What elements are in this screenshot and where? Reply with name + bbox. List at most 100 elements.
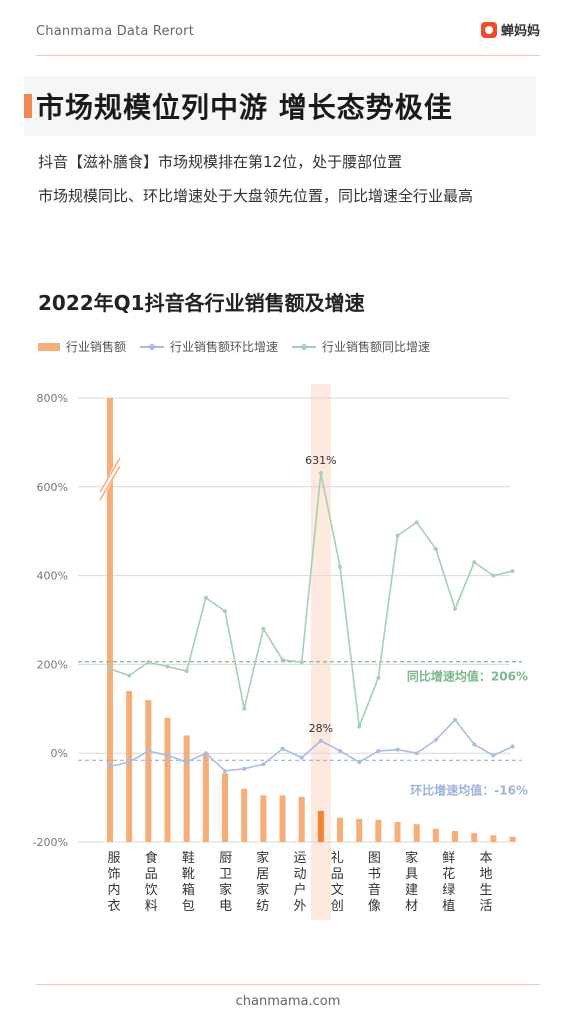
mom-series-point (127, 760, 132, 765)
x-tick-label: 靴 (182, 867, 195, 882)
yoy-series-point (280, 657, 285, 662)
brand-name: 蝉妈妈 (500, 24, 540, 39)
axis-break-mark (99, 457, 121, 493)
bar (126, 691, 133, 842)
x-tick-label: 文 (331, 883, 344, 898)
yoy-series-point (395, 533, 400, 538)
mom-series-point (491, 753, 496, 758)
mom-series-point (223, 768, 228, 773)
x-tick-label: 活 (479, 899, 492, 914)
yoy-series-point (261, 626, 266, 631)
yoy-series-point (491, 573, 496, 578)
legend-line-swatch-yoy (292, 342, 317, 352)
x-tick-label: 居 (256, 867, 269, 882)
x-tick-label: 建 (405, 883, 418, 898)
x-tick-label: 创 (331, 899, 344, 914)
brand-logo: 蝉妈妈 (480, 20, 540, 39)
mom-series-point (318, 738, 323, 743)
headline-background (24, 76, 536, 136)
bar (509, 836, 516, 842)
bar (356, 818, 363, 842)
footer-url: chanmama.com (235, 994, 341, 1009)
bar (394, 822, 401, 842)
x-tick-label: 厨 (219, 851, 232, 866)
yoy-series-point (453, 606, 458, 611)
chart-title: 2022年Q1抖音各行业销售额及增速 (38, 291, 365, 315)
x-tick-label: 书 (368, 867, 381, 882)
bar (145, 699, 152, 842)
headline-accent-bar (24, 94, 32, 118)
legend-label-sales: 行业销售额 (66, 340, 127, 354)
x-tick-label: 家 (256, 850, 269, 866)
x-tick-label: 鲜 (442, 851, 455, 866)
description-line-1: 抖音【滋补膳食】市场规模排在第12位，处于腰部位置 (38, 153, 403, 171)
x-tick-label: 户 (293, 882, 306, 898)
x-tick-label: 卫 (219, 867, 232, 882)
legend-item-yoy: 行业销售额同比增速 (292, 338, 430, 355)
footer-divider (36, 984, 540, 985)
sales-growth-chart: 800% 600% 400% 200% 0% -200% 631% 28% 同比增速均值：206… (33, 384, 528, 920)
yoy-series-point (242, 706, 247, 711)
mom-series-point (203, 751, 208, 756)
yoy-series-point (338, 564, 343, 569)
mom-series-point (376, 748, 381, 753)
brand-logo-icon (480, 21, 497, 38)
chart-legend: 行业销售额 行业销售额环比增速 行业销售额同比增速 (38, 338, 444, 355)
mom-series-point (184, 760, 189, 765)
x-tick-label: 具 (405, 867, 418, 882)
bar (471, 833, 478, 842)
x-tick-label: 饮 (145, 883, 158, 898)
x-tick-label: 动 (293, 867, 306, 882)
bar (260, 795, 267, 842)
axis-break-gap (97, 458, 123, 500)
x-tick-label: 像 (368, 899, 381, 914)
yoy-series-point (203, 595, 208, 600)
x-tick-label: 衣 (107, 898, 120, 914)
yoy-series-point (376, 675, 381, 680)
mom-series-point (510, 744, 515, 749)
x-tick-label: 运 (293, 851, 306, 866)
x-tick-label: 家 (219, 882, 232, 898)
y-tick-label: -200% (33, 836, 68, 849)
x-tick-label: 料 (145, 899, 158, 914)
mom-series-point (357, 760, 362, 765)
x-tick-label: 箱 (182, 882, 195, 898)
headline-title: 市场规模位列中游 增长态势极佳 (36, 91, 453, 124)
legend-line-swatch-mom (140, 342, 165, 352)
y-tick-label: 400% (37, 570, 68, 583)
x-tick-label: 内 (107, 882, 120, 898)
x-tick-label: 本 (479, 851, 492, 866)
yoy-series-point (184, 669, 189, 674)
x-tick-label: 服 (107, 851, 120, 866)
x-tick-label: 食 (145, 850, 158, 866)
bar (202, 753, 209, 842)
yoy-series-point (433, 546, 438, 551)
x-tick-label: 饰 (107, 867, 120, 882)
x-tick-label: 材 (405, 899, 418, 914)
yoy-series-point (165, 664, 170, 669)
x-tick-label: 生 (479, 883, 492, 898)
axis-break-mark (99, 465, 121, 501)
yoy-series-point (318, 471, 323, 476)
mom-series-point (433, 737, 438, 742)
bar (164, 717, 171, 842)
mom-series-point (146, 748, 151, 753)
y-tick-label: 800% (37, 392, 68, 405)
legend-item-sales: 行业销售额 (38, 338, 126, 355)
x-tick-label: 鞋 (182, 850, 195, 866)
yoy-average-label: 同比增速均值：206% (407, 669, 528, 684)
mom-series-point (453, 717, 458, 722)
bar (222, 773, 229, 842)
yoy-series-point (357, 724, 362, 729)
headline-banner: 市场规模位列中游 增长态势极佳 (24, 76, 536, 136)
x-tick-label: 花 (442, 866, 455, 882)
y-tick-label: 200% (37, 658, 68, 671)
annotation-yoy-peak: 631% (305, 454, 336, 467)
legend-bar-swatch (38, 342, 60, 351)
yoy-series-point (414, 520, 419, 525)
legend-label-yoy: 行业销售额同比增速 (322, 340, 431, 354)
bar (490, 835, 497, 842)
yoy-series-point (146, 660, 151, 665)
x-tick-label: 礼 (331, 850, 344, 866)
mom-series-point (108, 764, 112, 769)
